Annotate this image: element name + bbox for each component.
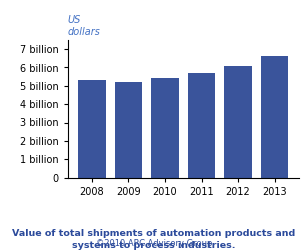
Bar <box>78 80 106 178</box>
Bar <box>115 82 142 178</box>
Bar <box>188 73 215 178</box>
Text: Value of total shipments of automation products and
systems to process industrie: Value of total shipments of automation p… <box>12 229 296 250</box>
Bar <box>224 66 252 178</box>
Text: US
dollars: US dollars <box>68 15 101 37</box>
Text: ©2010 ARC Advisory Group: ©2010 ARC Advisory Group <box>96 238 212 248</box>
Bar <box>261 56 288 178</box>
Bar <box>151 78 179 178</box>
